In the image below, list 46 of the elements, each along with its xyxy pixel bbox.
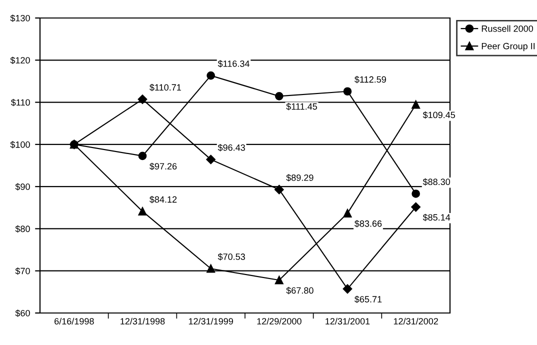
data-label: $83.66: [354, 220, 382, 228]
y-tick-label: $110: [10, 98, 30, 106]
y-tick-label: $90: [15, 183, 30, 190]
point: [138, 152, 147, 160]
point: [411, 202, 420, 212]
x-tick-label: 12/31/1998: [120, 318, 165, 324]
point: [274, 184, 284, 194]
data-label: $112.59: [354, 76, 386, 84]
y-tick-label: $100: [10, 141, 30, 148]
legend-label: Russell 2000: [482, 25, 534, 32]
x-tick-label: 6/16/1998: [54, 318, 94, 324]
point: [138, 94, 148, 104]
data-label: $111.45: [286, 102, 318, 110]
point: [275, 276, 284, 284]
y-tick-label: $80: [15, 225, 30, 233]
data-label: $109.45: [422, 111, 456, 119]
point: [342, 284, 352, 294]
data-label: $65.71: [354, 296, 382, 304]
data-label: $97.26: [150, 162, 177, 170]
point: [343, 87, 352, 96]
point: [343, 209, 352, 218]
x-tick-label: 12/31/1999: [188, 318, 233, 324]
data-label: $96.43: [218, 144, 245, 152]
data-label: $110.71: [150, 84, 181, 92]
point: [412, 100, 420, 109]
point: [206, 71, 215, 80]
point: [412, 190, 420, 198]
data-label: $70.53: [218, 253, 245, 260]
y-tick-label: $130: [10, 14, 30, 22]
x-tick-label: 12/29/2000: [257, 318, 302, 324]
data-label: $85.14: [422, 214, 450, 222]
x-tick-label: 12/31/2001: [326, 318, 370, 324]
point: [138, 207, 147, 216]
y-tick-label: $60: [15, 310, 30, 317]
x-tick-label: 12/31/2002: [394, 318, 438, 324]
data-label: $88.30: [422, 178, 450, 186]
y-tick-label: $120: [10, 56, 30, 64]
point: [275, 92, 284, 100]
data-label: $67.80: [286, 286, 314, 294]
point: [206, 154, 216, 164]
y-tick-label: $70: [15, 267, 30, 275]
legend-label: Peer Group II: [482, 42, 535, 52]
point: [206, 264, 215, 273]
data-label: $84.12: [150, 196, 177, 204]
data-label: $116.34: [218, 60, 250, 68]
data-label: $89.29: [286, 174, 314, 182]
